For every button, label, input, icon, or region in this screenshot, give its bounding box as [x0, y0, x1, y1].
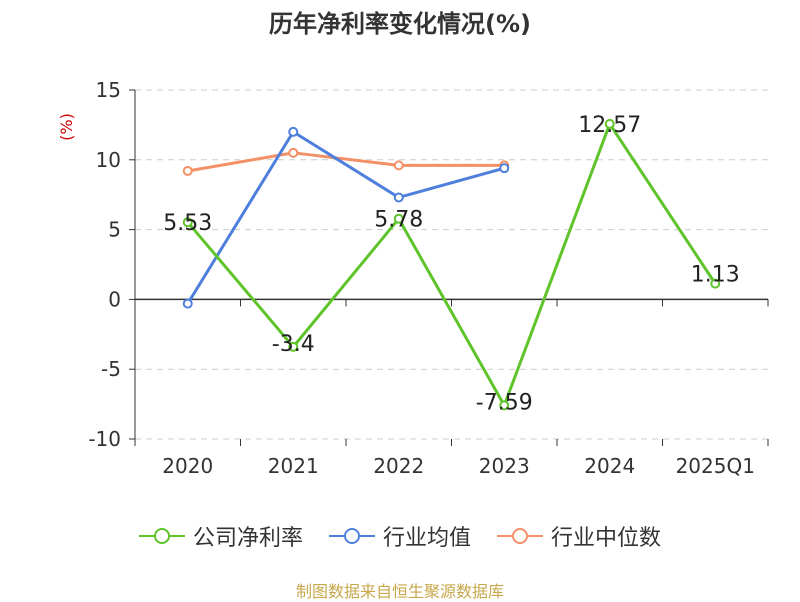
data-label-layer: 5.53 -3.4 5.78 -7.59 12.57 1.13: [163, 113, 739, 415]
x-tick-label: 2022: [373, 454, 424, 478]
data-point: [182, 217, 193, 228]
x-tick-label: 2024: [584, 454, 635, 478]
chart-title: 历年净利率变化情况(%): [269, 10, 531, 38]
data-point: [288, 147, 299, 158]
data-point: [393, 160, 404, 171]
x-tick-label: 2025Q1: [676, 454, 755, 478]
data-point: [499, 400, 510, 411]
legend-label: 行业均值: [382, 526, 471, 551]
data-label: 1.13: [691, 263, 740, 288]
x-tick-label: 2021: [268, 454, 319, 478]
legend-symbol-company: [138, 525, 185, 547]
data-point: [393, 213, 404, 224]
legend-symbol-industry-mean: [328, 525, 375, 547]
data-point: [393, 192, 404, 203]
series-layer: [182, 118, 721, 411]
source-note: 制图数据来自恒生聚源数据库: [295, 582, 504, 601]
legend-symbol-industry-median: [497, 525, 543, 547]
legend-item-industry-median[interactable]: 行业中位数: [497, 520, 661, 552]
y-axis-label: (%): [57, 113, 76, 141]
legend-label: 公司净利率: [192, 526, 303, 551]
legend-label: 行业中位数: [551, 526, 662, 551]
legend-item-company[interactable]: 公司净利率: [138, 520, 303, 552]
data-label: 12.57: [578, 113, 641, 138]
y-tick-label: 10: [96, 148, 121, 172]
x-tick-label: 2020: [162, 454, 213, 478]
data-label: -3.4: [272, 332, 315, 357]
data-label: -7.59: [476, 390, 533, 415]
data-label: 5.53: [163, 211, 212, 236]
y-tick-label: 5: [108, 218, 121, 242]
legend: 公司净利率 行业均值 行业中位数: [0, 520, 800, 552]
x-tick-label: 2023: [479, 454, 530, 478]
data-point: [710, 278, 721, 289]
series-line: [186, 122, 717, 407]
data-point: [288, 341, 299, 352]
y-tick-label: 15: [96, 78, 121, 102]
data-point: [288, 126, 299, 137]
data-point: [604, 118, 615, 129]
y-tick-label: -10: [88, 427, 121, 451]
y-tick-label: -5: [101, 357, 121, 381]
data-point: [182, 165, 193, 176]
grid-layer: [135, 89, 768, 440]
data-label: 5.78: [374, 208, 423, 233]
series-line: [186, 130, 505, 305]
data-point: [499, 163, 510, 174]
series-line: [187, 151, 505, 173]
legend-item-industry-mean[interactable]: 行业均值: [328, 520, 471, 552]
data-point: [182, 298, 193, 309]
y-tick-label: 0: [108, 287, 121, 311]
axis-layer: 15 10 5 0 -5 -10 2020 2021 2022 2023 2024 2025Q1: [88, 78, 769, 478]
